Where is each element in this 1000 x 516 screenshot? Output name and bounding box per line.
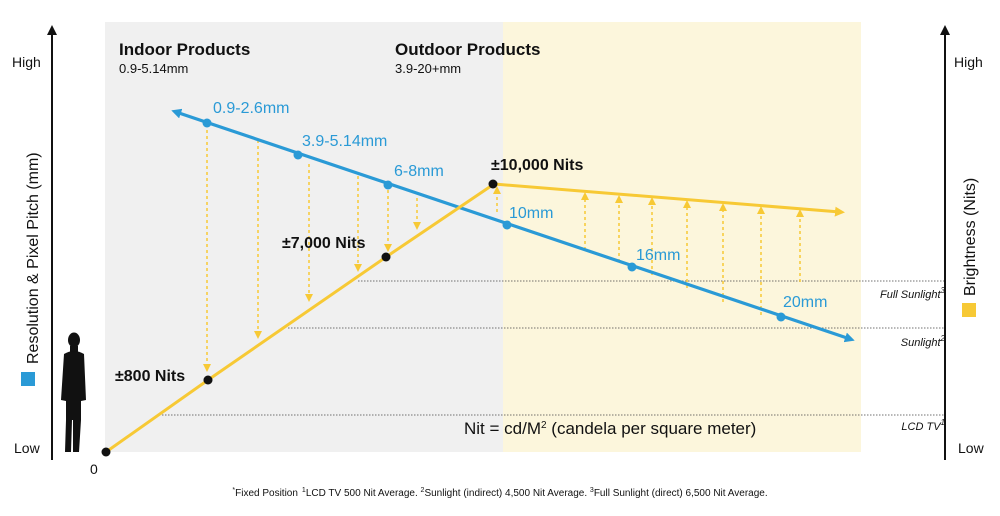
left-axis-high: High [12,54,41,70]
pitch-label-3: 6-8mm [394,163,444,180]
full-sunlight-label: Full Sunlight3 [880,286,946,301]
nit-point-800 [203,375,213,385]
right-axis-high: High [954,54,983,70]
outdoor-zone [503,22,861,452]
footnote: *Fixed Position 1LCD TV 500 Nit Average. … [232,487,767,499]
sunlight-label: Sunlight2 [901,334,946,349]
pitch-point-5 [627,262,637,272]
left-axis-swatch [21,372,35,386]
outdoor-range: 3.9-20+mm [395,61,461,76]
pitch-points [202,118,786,322]
pitch-label-2: 3.9-5.14mm [302,133,387,150]
nit-points [101,179,498,457]
nit-label-10000: ±10,000 Nits [491,157,583,174]
pixel-pitch-line [171,108,855,343]
right-axis-swatch [962,303,976,317]
indoor-title: Indoor Products [119,40,250,59]
pitch-point-2 [293,150,303,160]
nit-label-7000: ±7,000 Nits [282,235,366,252]
pitch-label-1: 0.9-2.6mm [213,100,289,117]
pitch-point-3 [383,180,393,190]
pitch-point-4 [502,220,512,230]
right-axis-title: Brightness (Nits) [962,178,979,296]
right-axis-low: Low [958,440,985,456]
left-axis-low: Low [14,440,41,456]
person-icon [61,332,86,452]
nit-formula: Nit = cd/M2 (candela per square meter) [464,419,756,438]
pitch-label-4: 10mm [509,205,553,222]
pitch-point-6 [776,312,786,322]
origin-point [101,447,111,457]
left-axis-title: Resolution & Pixel Pitch (mm) [25,152,42,364]
lcd-tv-label: LCD TV1 [901,418,945,433]
nit-point-7000 [381,252,391,262]
nit-point-10000 [488,179,498,189]
pitch-label-5: 16mm [636,247,680,264]
pitch-label-6: 20mm [783,294,827,311]
nit-label-800: ±800 Nits [115,368,185,385]
outdoor-title: Outdoor Products [395,40,540,59]
indoor-range: 0.9-5.14mm [119,61,188,76]
pitch-point-1 [202,118,212,128]
origin-label: 0 [90,461,98,477]
